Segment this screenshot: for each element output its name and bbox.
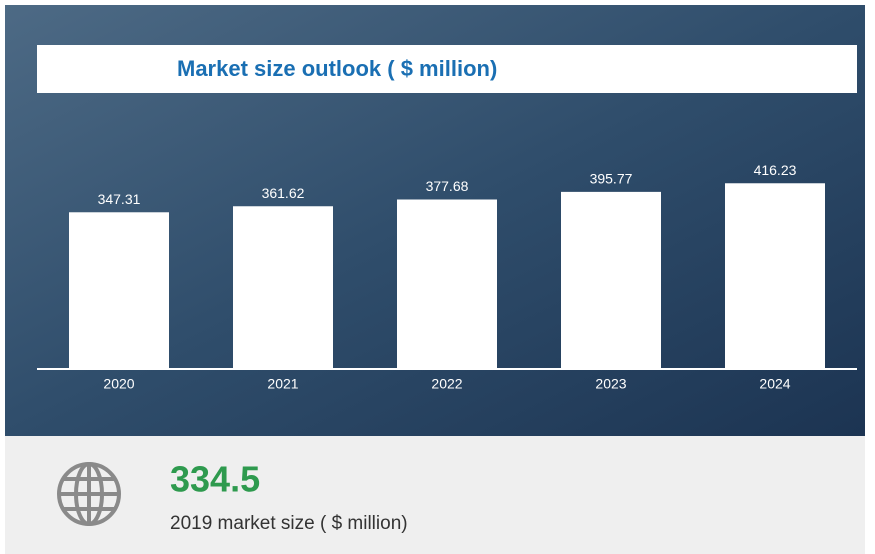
bar: [233, 206, 333, 369]
summary-value: 334.5: [170, 459, 260, 500]
x-tick-label: 2021: [267, 376, 298, 392]
summary-label: 2019 market size ( $ million): [170, 513, 408, 534]
chart-title: Market size outlook ( $ million): [177, 56, 497, 81]
bar: [725, 183, 825, 369]
value-label: 361.62: [262, 185, 305, 201]
summary-background: [5, 436, 865, 554]
title-box: [37, 45, 857, 93]
bar: [561, 191, 661, 369]
x-tick-label: 2022: [431, 376, 462, 392]
value-label: 377.68: [426, 178, 469, 194]
value-label: 416.23: [754, 162, 797, 178]
value-label: 395.77: [590, 171, 633, 187]
bar: [69, 212, 169, 369]
bar: [397, 199, 497, 369]
x-tick-label: 2024: [759, 376, 790, 392]
x-tick-label: 2020: [103, 376, 134, 392]
x-tick-label: 2023: [595, 376, 626, 392]
value-label: 347.31: [98, 191, 141, 207]
globe-icon: [57, 462, 121, 526]
